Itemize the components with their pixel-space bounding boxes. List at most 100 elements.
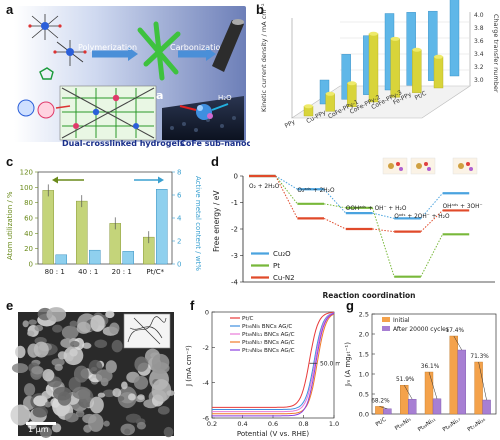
chart-c-right-arrowhead-icon — [158, 176, 164, 184]
substrate-dots — [170, 116, 236, 132]
chart-d-inset-atom — [388, 163, 394, 169]
chart-g-category-label: Pt₈₉Ni₁₁ — [417, 417, 437, 434]
chart-c-y2-tick: 2 — [177, 238, 181, 246]
chart-d-inset-atom — [427, 167, 431, 171]
h2o-text: H₂O — [218, 94, 232, 102]
cluster-label: CoFe sub-nanoclusters — [180, 139, 250, 148]
sem-grain — [134, 356, 149, 372]
chart-g-y-tick: 0.0 — [359, 411, 369, 419]
chart-f-y-tick: -6 — [203, 415, 209, 423]
scale-bar-label: 1 μm — [28, 425, 49, 434]
sem-grain — [51, 423, 62, 433]
chart-b-bar-cap — [304, 104, 313, 109]
chart-g-legend-label: After 20000 cycles — [393, 326, 449, 333]
chart-c-bar-content — [89, 249, 101, 265]
chart-b-category-label: Pt/C — [414, 90, 428, 102]
sem-grain — [57, 391, 72, 406]
chart-d: 0 -1 -2 -3 -4 Free energy / eV Reaction coordi… — [212, 157, 495, 300]
chart-b-y2-tick: 3.4 — [474, 51, 484, 58]
chart-d-y-tick: -2 — [231, 226, 238, 234]
chart-c: 0 20 40 60 80 100 120 0 2 4 6 8 80 : 1 40 : 1 20 : 1 Pt… — [6, 169, 202, 277]
sem-grain — [103, 420, 110, 427]
chart-f-y-tick: 0 — [205, 309, 209, 317]
chart-d-step-label: Oᵃᵈˢ + 2OH⁻ + H₂O — [394, 213, 450, 220]
chart-c-y-tick: 120 — [20, 169, 33, 177]
inset-label-a: a — [156, 89, 163, 102]
chart-c-y2-tick: 0 — [177, 261, 181, 269]
sem-grain — [118, 396, 125, 402]
side-molecule-blue-icon — [17, 99, 35, 117]
sem-grain — [64, 412, 79, 423]
chart-g-bar-after — [383, 408, 392, 415]
chart-d-connector — [275, 175, 298, 190]
chart-f-series-line — [212, 312, 335, 413]
chart-f-annotation: 50.0 mV — [320, 361, 340, 368]
chart-f-xlabel: Potential (V vs. RHE) — [237, 430, 309, 438]
chart-b-bar-cap — [369, 31, 378, 36]
panel-d: d 0 -1 -2 -3 -4 Free energy / eV Reaction coor… — [207, 152, 500, 302]
chart-g-y-tick: 1.0 — [359, 371, 369, 379]
chart-g-legend-swatch — [382, 326, 390, 331]
panel-f: f 0.2 0.4 0.6 0.8 1.0 0 -2 -4 -6 Potential (V vs.… — [182, 298, 340, 440]
sem-inset-sketch-icon — [127, 316, 167, 345]
chart-d-inset-frame — [382, 157, 408, 175]
chart-d-inset-atom — [469, 167, 473, 171]
chart-c-y-tick: 60 — [24, 215, 33, 223]
chart-c-y-tick: 100 — [20, 184, 33, 192]
chart-g-drop-arrow-icon — [428, 371, 438, 399]
chart-c-y2-tick: 4 — [177, 215, 182, 223]
hydrogel-label: Dual-crosslinked hydrogels — [62, 139, 185, 148]
sem-grain — [88, 413, 104, 432]
chart-b-y2-tick: 3.0 — [474, 77, 484, 84]
sem-grain — [82, 342, 92, 349]
chart-c-y-tick: 0 — [29, 261, 33, 269]
sem-grain — [32, 406, 48, 418]
chart-g-y-tick: 1.5 — [359, 351, 369, 359]
chart-c-bar-content — [55, 254, 67, 265]
panel-label-a: a — [6, 2, 14, 17]
panel-c: c 0 20 40 60 80 100 120 0 2 4 6 8 80 : 1 40 : 1 20 : 1… — [0, 152, 205, 292]
chart-b-bar-n — [341, 54, 351, 100]
chart-b-bar-cap — [390, 36, 400, 41]
chart-f-x-tick: 1.0 — [329, 420, 339, 428]
chart-g-legend-label: Initial — [393, 317, 410, 324]
sem-grain — [76, 321, 91, 334]
sem-grain — [95, 369, 113, 383]
panel-label-g: g — [346, 298, 354, 313]
chart-b-y2-tick: 3.2 — [474, 64, 484, 71]
chart-d-connector — [420, 192, 443, 219]
chart-d-connector — [372, 212, 395, 219]
chart-d-connector — [275, 175, 298, 219]
chart-d-y-tick: -3 — [231, 252, 238, 260]
chart-g: 0.0 0.5 1.0 1.5 2.0 2.5 Jₘ (A mgₚₜ⁻¹) 68.2% Pt/C… — [344, 311, 497, 434]
sem-grain — [102, 389, 116, 398]
sem-grain — [124, 428, 131, 435]
chart-f-x-tick: 0.6 — [268, 420, 278, 428]
sem-grain — [125, 413, 142, 423]
chart-g-bar-after — [457, 349, 467, 415]
sem-grain — [28, 319, 37, 325]
sem-grain — [27, 330, 35, 337]
chart-b-bar-jk — [390, 38, 400, 98]
chart-g-drop-arrow-icon — [403, 385, 413, 400]
chart-b-bar-cap — [412, 47, 422, 52]
sem-grain — [157, 406, 170, 415]
chart-d-molecule-inset-icon — [382, 157, 408, 175]
chart-f-x-tick: 0.8 — [298, 420, 308, 428]
chart-g-bar-after — [482, 399, 491, 415]
panel-label-f: f — [190, 298, 195, 313]
chart-c-category-label: 80 : 1 — [45, 268, 65, 276]
chart-g-bar-initial — [375, 406, 384, 415]
panel-a: a Polymerization — [0, 0, 250, 148]
chart-c-category-label: 20 : 1 — [112, 268, 132, 276]
sem-grain — [111, 339, 123, 353]
sem-grain — [151, 379, 172, 402]
sem-grain — [121, 381, 128, 390]
panel-label-e: e — [6, 298, 14, 313]
chart-b-bar-n — [449, 0, 460, 77]
chart-c-bar-utilization — [76, 200, 88, 265]
chart-f-y-tick: -2 — [203, 344, 209, 352]
chart-b-y2-tick: 4.0 — [474, 12, 484, 19]
chart-g-category-label: Pt₇₄Ni₂₆ — [467, 416, 488, 433]
sem-grain — [112, 388, 122, 398]
